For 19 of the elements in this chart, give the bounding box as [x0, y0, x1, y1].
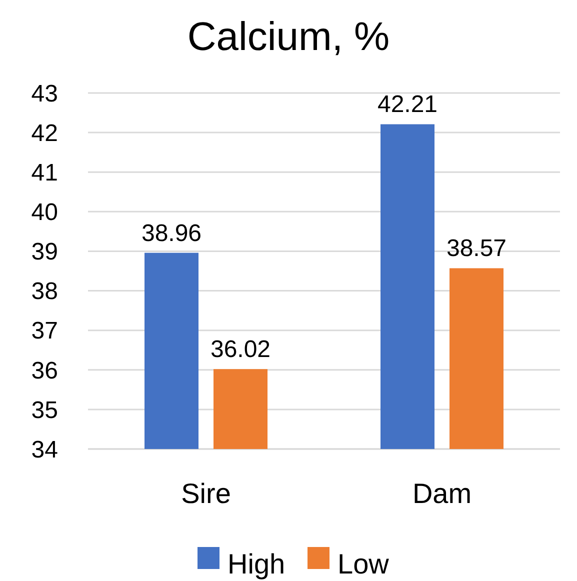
y-tick-label: 38	[31, 278, 58, 306]
x-tick-label: Dam	[412, 478, 472, 509]
data-label: 42.21	[377, 91, 438, 118]
data-label: 38.57	[446, 235, 507, 262]
data-label: 38.96	[141, 220, 202, 247]
y-tick-label: 42	[31, 120, 58, 147]
y-tick-label: 40	[31, 199, 58, 226]
chart-title: Calcium, %	[187, 15, 390, 59]
y-tick-label: 37	[31, 318, 58, 345]
legend-label: Low	[338, 548, 390, 580]
y-tick-label: 43	[31, 80, 58, 108]
y-tick-label: 34	[31, 436, 58, 464]
data-label: 36.02	[210, 336, 271, 364]
y-tick-label: 35	[31, 396, 58, 424]
y-tick-label: 41	[31, 160, 58, 187]
legend-label: High	[228, 548, 286, 580]
y-tick-label: 39	[31, 238, 58, 266]
x-tick-label: Sire	[181, 478, 231, 509]
y-tick-label: 36	[31, 357, 58, 384]
